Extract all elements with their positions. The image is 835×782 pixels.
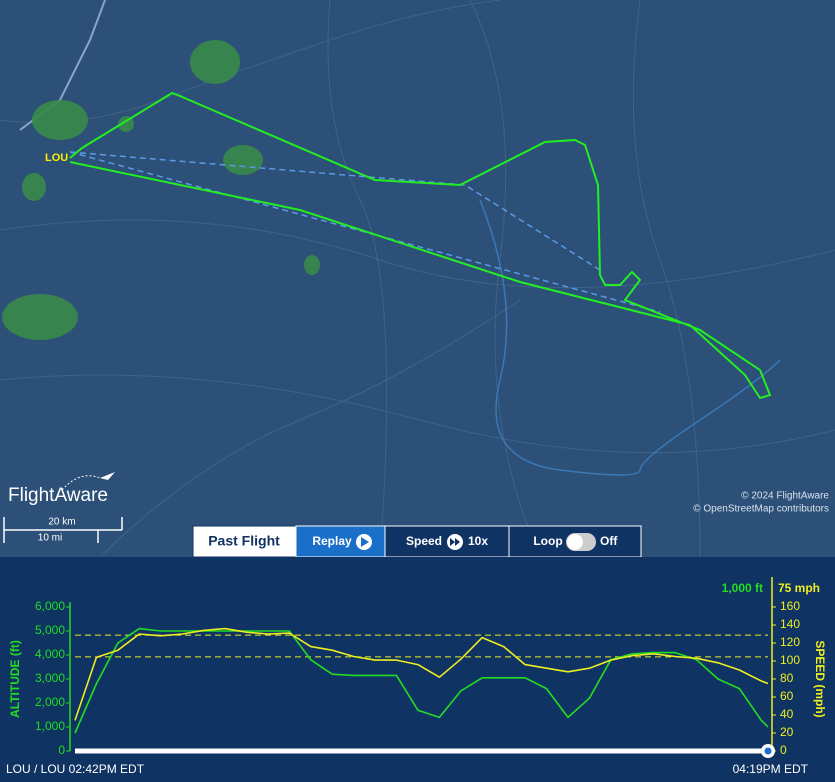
y2-tick-label: 20	[780, 725, 794, 739]
chart-panel	[0, 557, 835, 782]
y2-tick-label: 160	[780, 599, 800, 613]
series-line	[74, 627, 769, 721]
chart: 0 1,000 2,000 3,000 4,000 5,000 6,000 0 20 40 60 80…	[6, 577, 827, 776]
y-tick-label: 5,000	[35, 623, 65, 637]
replay-label: Replay	[312, 534, 352, 548]
loop-state: Off	[600, 534, 618, 548]
speed-label: Speed	[406, 534, 442, 548]
speed-button[interactable]	[384, 525, 510, 558]
altitude-readout: 1,000 ft	[722, 581, 763, 595]
y2-tick-label: 120	[780, 635, 800, 649]
y2-tick-label: 100	[780, 653, 800, 667]
loop-toggle-knob	[567, 534, 583, 550]
y-tick-label: 6,000	[35, 599, 65, 613]
airport-label: LOU	[45, 152, 68, 164]
controls: Past Flight Replay Speed 10x Loop Off	[192, 525, 642, 558]
copyright: © 2024 FlightAware	[741, 491, 829, 502]
y-tick-label: 1,000	[35, 719, 65, 733]
y-tick-label: 0	[58, 743, 65, 757]
y2-axis-title: SPEED (mph)	[813, 640, 827, 717]
y2-tick-label: 60	[780, 689, 794, 703]
map[interactable]: LOU FlightAware 20 km 10 mi © 2024 Fligh…	[0, 0, 835, 558]
speed-readout: 75 mph	[778, 581, 820, 595]
logo-trail	[61, 475, 101, 491]
speed-value: 10x	[468, 534, 488, 548]
y2-tick-label: 140	[780, 617, 800, 631]
speed-icon-arrows	[450, 538, 460, 546]
y-tick-label: 2,000	[35, 695, 65, 709]
y2-tick-label: 0	[780, 743, 787, 757]
past-flight-label: Past Flight	[208, 533, 280, 549]
y-axis-title: ALTITUDE (ft)	[8, 640, 22, 718]
timeline-handle-center	[764, 747, 772, 755]
y-tick-label: 4,000	[35, 647, 65, 661]
scale-mi: 10 mi	[38, 533, 62, 544]
x-end-label: 04:19PM EDT	[733, 762, 809, 776]
replay-icon-arrow	[361, 537, 369, 547]
past-flight-tab[interactable]	[192, 525, 297, 558]
brand-logo: FlightAware	[8, 485, 108, 506]
scale-km: 20 km	[48, 517, 75, 528]
x-start-label: LOU / LOU 02:42PM EDT	[6, 762, 145, 776]
roads	[0, 0, 835, 558]
flight-track	[69, 91, 772, 400]
logo-plane	[100, 472, 115, 480]
y2-tick-label: 80	[780, 671, 794, 685]
loop-label: Loop	[533, 534, 562, 548]
river	[479, 199, 781, 476]
y2-tick-label: 40	[780, 707, 794, 721]
series-line	[74, 627, 769, 734]
osm-credit[interactable]: © OpenStreetMap contributors	[693, 504, 829, 515]
map-background	[0, 0, 835, 557]
y-tick-label: 3,000	[35, 671, 65, 685]
scale-bar	[3, 517, 123, 543]
